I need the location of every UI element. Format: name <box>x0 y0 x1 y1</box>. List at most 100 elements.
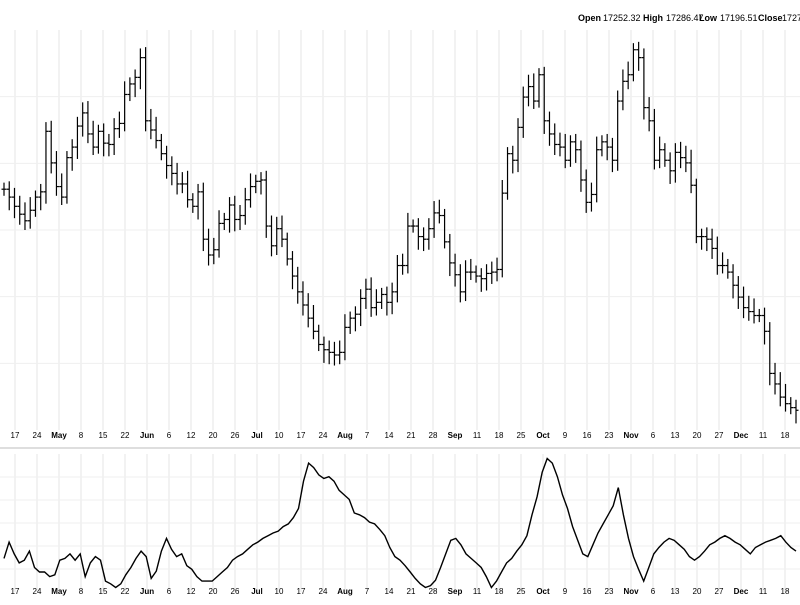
price-x-tick-label: Jun <box>140 431 154 440</box>
price-x-tick-label: 6 <box>167 431 172 440</box>
ohlc-bar <box>153 116 159 149</box>
ohlc-bar <box>573 133 579 163</box>
ohlc-bar <box>148 108 154 140</box>
ohlc-bar <box>536 68 542 108</box>
oscillator-line <box>3 457 797 589</box>
osc-x-tick-label: 12 <box>187 587 196 596</box>
ohlc-bar <box>751 298 757 324</box>
oscillator-x-tick-labels: 17 24 May 8 15 22 Jun 6 12 20 26 Jul 10 17 24 Aug 7 14 21 2… <box>11 587 790 596</box>
ohlc-bar <box>59 173 65 205</box>
ohlc-bar <box>258 172 264 195</box>
ohlc-bar <box>43 122 49 204</box>
price-x-tick-label: 26 <box>231 431 240 440</box>
ohlc-bar <box>190 193 196 213</box>
osc-x-tick-label: 8 <box>79 587 84 596</box>
ohlc-bar <box>541 66 547 134</box>
ohlc-bar <box>678 141 684 169</box>
ohlc-bar <box>268 215 274 257</box>
ohlc-bar <box>756 308 762 323</box>
ohlc-bar <box>452 253 458 287</box>
ohlc-bar <box>468 258 474 280</box>
ohlc-bar <box>248 173 254 208</box>
ohlc-bar <box>410 219 416 233</box>
ohlc-bar <box>253 174 259 194</box>
ohlc-bar <box>122 81 128 132</box>
price-gridlines <box>0 30 800 430</box>
ohlc-bar <box>531 73 537 109</box>
ohlc-bar <box>447 233 453 277</box>
ohlc-bar <box>552 123 558 155</box>
ohlc-bar <box>683 145 689 173</box>
ohlc-bar <box>1 182 7 196</box>
price-x-tick-label: 6 <box>651 431 656 440</box>
osc-x-tick-label: 11 <box>759 587 768 596</box>
ohlc-bar <box>767 322 773 386</box>
ohlc-bar <box>48 120 54 174</box>
osc-x-tick-label: 13 <box>671 587 680 596</box>
ohlc-bar <box>730 264 736 299</box>
ohlc-bar <box>174 162 180 195</box>
ohlc-bar <box>80 102 86 137</box>
ohlc-bar <box>17 195 23 225</box>
ohlc-bar <box>38 183 44 211</box>
ohlc-bar <box>594 136 600 203</box>
ohlc-bar <box>242 187 248 225</box>
ohlc-bar <box>127 77 133 102</box>
ohlc-bar <box>489 261 495 284</box>
osc-x-tick-label: Jun <box>140 587 154 596</box>
osc-x-tick-label: 20 <box>693 587 702 596</box>
price-x-tick-label: Nov <box>623 431 639 440</box>
low-value: 17196.51 <box>720 13 758 23</box>
ohlc-bar <box>405 212 411 274</box>
ohlc-bar <box>772 362 778 395</box>
high-value: 17286.47 <box>666 13 704 23</box>
ohlc-bar <box>305 293 311 328</box>
ohlc-bar <box>274 216 280 255</box>
ohlc-bar <box>27 197 33 229</box>
osc-x-tick-label: 17 <box>297 587 306 596</box>
price-x-tick-label: 11 <box>473 431 482 440</box>
ohlc-bar <box>358 289 364 327</box>
open-label: Open <box>578 13 601 23</box>
ohlc-bar <box>384 286 390 316</box>
ohlc-bar <box>478 268 484 292</box>
close-value: 1727 <box>782 13 800 23</box>
ohlc-bar <box>232 195 238 232</box>
price-x-tick-label: 14 <box>385 431 394 440</box>
ohlc-bar <box>599 135 605 157</box>
price-x-tick-label: 17 <box>297 431 306 440</box>
ohlc-bar <box>85 101 91 144</box>
price-x-tick-label: Dec <box>734 431 749 440</box>
ohlc-bar <box>725 258 731 279</box>
ohlc-bar <box>379 287 385 309</box>
price-x-tick-label: 17 <box>11 431 20 440</box>
osc-x-tick-label: 22 <box>121 587 130 596</box>
osc-x-tick-label: Oct <box>536 587 550 596</box>
price-x-tick-label: 22 <box>121 431 130 440</box>
ohlc-bar <box>101 123 107 157</box>
ohlc-bar <box>389 282 395 315</box>
ohlc-bar <box>169 156 175 186</box>
ohlc-bar <box>657 136 663 169</box>
ohlc-bar <box>368 277 374 317</box>
price-x-tick-label: 24 <box>319 431 328 440</box>
ohlc-bar <box>436 199 442 224</box>
ohlc-bar <box>662 143 668 167</box>
ohlc-bar <box>90 120 96 155</box>
osc-x-tick-label: 25 <box>517 587 526 596</box>
ohlc-bar <box>347 311 353 334</box>
price-x-tick-label: 21 <box>407 431 416 440</box>
ohlc-bar <box>137 48 143 90</box>
ohlc-bar <box>526 74 532 107</box>
ohlc-bar <box>583 169 589 213</box>
ohlc-bar <box>704 227 710 252</box>
osc-x-tick-label: 17 <box>11 587 20 596</box>
ohlc-bar <box>310 305 316 340</box>
ohlc-bar <box>164 145 170 179</box>
price-x-tick-label: Sep <box>448 431 463 440</box>
ohlc-bar <box>111 118 117 155</box>
osc-x-tick-label: 7 <box>365 587 370 596</box>
price-x-tick-label: 20 <box>693 431 702 440</box>
ohlc-bar <box>326 340 332 365</box>
